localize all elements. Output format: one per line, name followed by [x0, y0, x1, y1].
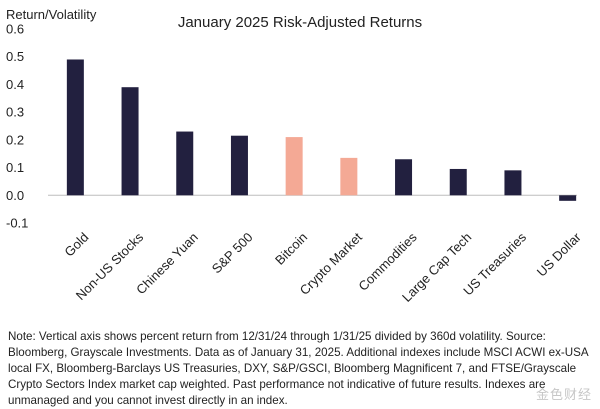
bar — [121, 87, 139, 196]
x-tick-label: US Dollar — [534, 229, 584, 279]
y-tick-label: 0.5 — [6, 49, 24, 64]
y-tick-label: 0.4 — [6, 77, 24, 92]
bar — [285, 137, 303, 196]
y-axis-ticks: 0.6 0.5 0.4 0.3 0.2 0.1 0.0 -0.1 — [6, 22, 28, 231]
bar — [176, 131, 194, 196]
x-tick-label: Bitcoin — [272, 230, 310, 268]
watermark: 金色财经 — [535, 387, 592, 402]
bar — [504, 170, 522, 196]
y-tick-label: 0.3 — [6, 105, 24, 120]
bar — [395, 159, 413, 196]
bar — [449, 168, 467, 196]
y-tick-label: 0.2 — [6, 132, 24, 147]
bar-chart: January 2025 Risk-Adjusted Returns Retur… — [6, 7, 584, 305]
x-tick-label: S&P 500 — [209, 230, 256, 277]
bar — [559, 195, 577, 201]
chart-title: January 2025 Risk-Adjusted Returns — [178, 14, 422, 31]
y-tick-label: 0.0 — [6, 188, 24, 203]
y-tick-label: 0.6 — [6, 22, 24, 37]
footnote: Note: Vertical axis shows percent return… — [8, 330, 588, 407]
bars — [66, 59, 577, 201]
bar — [230, 135, 248, 196]
bar — [340, 157, 358, 196]
y-tick-label: -0.1 — [6, 216, 28, 231]
y-tick-label: 0.1 — [6, 160, 24, 175]
x-tick-label: Gold — [61, 230, 91, 260]
y-axis-label: Return/Volatility — [6, 7, 97, 22]
bar — [66, 59, 84, 196]
